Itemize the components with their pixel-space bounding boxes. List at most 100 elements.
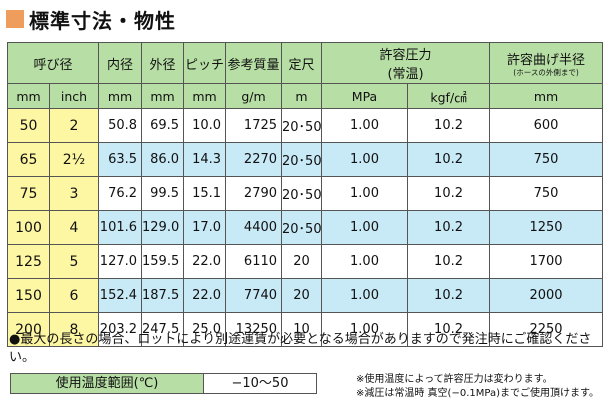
unit-row: mm inch mm mm mm g/m m MPa kgf/㎠ mm <box>7 83 604 109</box>
cell-mm: 100 <box>7 210 50 245</box>
unit-length: m <box>281 83 323 109</box>
cell-outer: 129.0 <box>141 210 185 245</box>
cell-pitch: 22.0 <box>183 278 227 313</box>
cell-mm: 65 <box>7 142 50 177</box>
footnote-pressure: ※使用温度によって許容圧力は変わります。 <box>356 374 553 385</box>
temperature-label: 使用温度範囲(℃) <box>11 374 204 393</box>
cell-length: 20･50 <box>281 108 323 143</box>
cell-mpa: 1.00 <box>321 176 409 211</box>
cell-kgf: 10.2 <box>407 142 491 177</box>
cell-inner: 127.0 <box>98 244 143 279</box>
cell-inch: 2½ <box>48 142 100 177</box>
table-row: 200 8 203.2 247.5 25.0 13250 10 1.00 10.… <box>7 312 604 347</box>
spec-table: 呼び径 内径 外径 ピッチ 参考質量 定尺 許容圧力 (常温) 許容曲げ半径 (… <box>6 42 604 347</box>
title-row: 標準寸法・物性 <box>6 4 176 34</box>
cell-kgf: 10.2 <box>407 312 491 347</box>
header-pitch: ピッチ <box>183 42 227 84</box>
cell-outer: 69.5 <box>141 108 185 143</box>
cell-kgf: 10.2 <box>407 278 491 313</box>
cell-outer: 247.5 <box>141 312 185 347</box>
table-row: 150 6 152.4 187.5 22.0 7740 20 1.00 10.2… <box>7 278 604 313</box>
header-weight: 参考質量 <box>225 42 283 84</box>
cell-radius: 2250 <box>489 312 604 347</box>
cell-length: 20 <box>281 244 323 279</box>
cell-mpa: 1.00 <box>321 210 409 245</box>
cell-kgf: 10.2 <box>407 244 491 279</box>
table-row: 100 4 101.6 129.0 17.0 4400 20･50 1.00 1… <box>7 210 604 245</box>
cell-length: 20 <box>281 278 323 313</box>
unit-mpa: MPa <box>321 83 409 109</box>
header-pressure-label: 許容圧力 <box>379 48 432 63</box>
cell-length: 10 <box>281 312 323 347</box>
cell-inner: 63.5 <box>98 142 143 177</box>
table-row: 125 5 127.0 159.5 22.0 6110 20 1.00 10.2… <box>7 244 604 279</box>
header-radius-sub: (ホースの外側まで) <box>513 68 579 77</box>
header-outer: 外径 <box>141 42 185 84</box>
cell-mpa: 1.00 <box>321 278 409 313</box>
table-row: 50 2 50.8 69.5 10.0 1725 20･50 1.00 10.2… <box>7 108 604 143</box>
cell-inner: 50.8 <box>98 108 143 143</box>
cell-kgf: 10.2 <box>407 108 491 143</box>
cell-radius: 2000 <box>489 278 604 313</box>
header-pressure-sub: (常温) <box>387 67 424 82</box>
unit-kgf: kgf/㎠ <box>407 83 491 109</box>
cell-weight: 1725 <box>225 108 283 143</box>
cell-inner: 152.4 <box>98 278 143 313</box>
unit-radius: mm <box>489 83 604 109</box>
unit-outer: mm <box>141 83 185 109</box>
cell-pitch: 15.1 <box>183 176 227 211</box>
cell-pitch: 14.3 <box>183 142 227 177</box>
unit-mm: mm <box>7 83 50 109</box>
header-inner: 内径 <box>98 42 143 84</box>
cell-length: 20･50 <box>281 142 323 177</box>
unit-inner: mm <box>98 83 143 109</box>
cell-inch: 5 <box>48 244 100 279</box>
unit-inch: inch <box>48 83 100 109</box>
cell-mpa: 1.00 <box>321 142 409 177</box>
cell-length: 20･50 <box>281 176 323 211</box>
unit-pitch: mm <box>183 83 227 109</box>
cell-pitch: 25.0 <box>183 312 227 347</box>
cell-weight: 2790 <box>225 176 283 211</box>
header-nominal: 呼び径 <box>6 42 100 84</box>
cell-mpa: 1.00 <box>321 108 409 143</box>
cell-inch: 8 <box>48 312 100 347</box>
table-row: 75 3 76.2 99.5 15.1 2790 20･50 1.00 10.2… <box>7 176 604 211</box>
cell-radius: 1250 <box>489 210 604 245</box>
cell-mpa: 1.00 <box>321 244 409 279</box>
temperature-range-box: 使用温度範囲(℃) −10〜50 <box>10 373 317 394</box>
footnote-vacuum: ※減圧は常温時 真空(−0.1MPa)までご使用頂けます。 <box>356 388 599 399</box>
cell-mm: 75 <box>7 176 50 211</box>
cell-mm: 200 <box>7 312 50 347</box>
cell-length: 20･50 <box>281 210 323 245</box>
table-row: 65 2½ 63.5 86.0 14.3 2270 20･50 1.00 10.… <box>7 142 604 177</box>
cell-weight: 2270 <box>225 142 283 177</box>
cell-radius: 750 <box>489 142 604 177</box>
cell-weight: 7740 <box>225 278 283 313</box>
shipping-note: ●最大の長さの場合、ロットにより別途運賃が必要となる場合がありますので発注時にご… <box>9 332 592 365</box>
cell-radius: 750 <box>489 176 604 211</box>
cell-kgf: 10.2 <box>407 176 491 211</box>
cell-mm: 125 <box>7 244 50 279</box>
title-square-icon <box>6 10 24 28</box>
cell-inch: 2 <box>48 108 100 143</box>
cell-inch: 6 <box>48 278 100 313</box>
cell-radius: 600 <box>489 108 604 143</box>
cell-outer: 86.0 <box>141 142 185 177</box>
page-title: 標準寸法・物性 <box>29 8 176 33</box>
header-length: 定尺 <box>281 42 323 84</box>
header-radius-label: 許容曲げ半径 <box>507 53 586 68</box>
cell-weight: 4400 <box>225 210 283 245</box>
cell-inner: 203.2 <box>98 312 143 347</box>
cell-pitch: 17.0 <box>183 210 227 245</box>
cell-inch: 3 <box>48 176 100 211</box>
cell-pitch: 10.0 <box>183 108 227 143</box>
cell-weight: 6110 <box>225 244 283 279</box>
cell-kgf: 10.2 <box>407 210 491 245</box>
cell-mm: 50 <box>7 108 50 143</box>
unit-weight: g/m <box>225 83 283 109</box>
cell-radius: 1700 <box>489 244 604 279</box>
cell-pitch: 22.0 <box>183 244 227 279</box>
cell-inner: 101.6 <box>98 210 143 245</box>
cell-mm: 150 <box>7 278 50 313</box>
